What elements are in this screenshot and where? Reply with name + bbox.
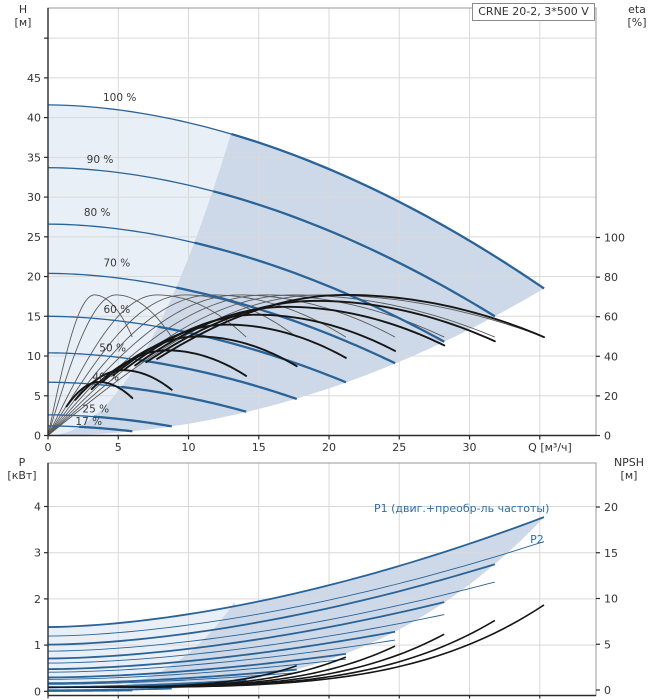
npsh-axis-name: NPSH — [613, 456, 645, 469]
npsh-tick-label-20: 20 — [604, 501, 618, 514]
q-tick-label-15: 15 — [252, 441, 266, 454]
pump-model-title-box: CRNE 20-2, 3*500 V — [472, 3, 595, 21]
power-curves — [47, 516, 545, 692]
fill-regions — [48, 104, 545, 692]
eta-tick-label-60: 60 — [604, 311, 618, 324]
q-tick-label-5: 5 — [115, 441, 122, 454]
p1-curve-70 — [47, 630, 396, 671]
p-tick-label-0: 0 — [34, 685, 41, 698]
speed-label-25: 25 % — [82, 403, 109, 415]
axes-and-borders — [44, 7, 600, 699]
qh-curve-bold-17 — [79, 425, 133, 433]
speed-label-80: 80 % — [84, 207, 111, 219]
speed-label-60: 60 % — [104, 304, 131, 316]
npsh-tick-label-0: 0 — [604, 684, 611, 697]
qh-curve-bold-40 — [121, 385, 247, 413]
eta-tick-label-40: 40 — [604, 350, 618, 363]
eta-curve-bold-40 — [90, 349, 248, 391]
h-axis-unit: [м] — [14, 16, 32, 29]
h-tick-label-35: 35 — [27, 151, 41, 164]
qh-curve-bold-90 — [213, 190, 496, 318]
qh-curve-bold-50 — [139, 359, 298, 401]
q-tick-label-25: 25 — [392, 441, 406, 454]
eta-curve-bold-80 — [134, 305, 446, 367]
qh-curve-bold-25 — [93, 415, 172, 428]
p2-curve-90 — [47, 581, 495, 652]
efficiency-curves-bold — [65, 293, 545, 408]
npsh-axis-label: NPSH [м] — [604, 456, 654, 482]
speed-label-90: 90 % — [87, 154, 114, 166]
eta-tick-label-0: 0 — [604, 430, 611, 443]
eta-curve-bold-17 — [65, 381, 134, 408]
q-axis-label: Q [м³/ч] — [528, 441, 572, 454]
p1-curve-label: P1 (двиг.+преобр-ль частоты) — [374, 502, 550, 515]
p-tick-label-3: 3 — [34, 547, 41, 560]
h-tick-label-0: 0 — [34, 430, 41, 443]
eta-curve-thin-60 — [47, 294, 347, 436]
p-tick-label-2: 2 — [34, 593, 41, 606]
power-duty-fill — [48, 517, 545, 692]
p2-curve-80 — [47, 614, 445, 664]
h-axis-name: H — [18, 3, 28, 16]
p-tick-label-4: 4 — [34, 501, 41, 514]
eta-curve-thin-25 — [47, 294, 173, 436]
h-tick-label-30: 30 — [27, 191, 41, 204]
speed-label-17: 17 % — [75, 416, 102, 428]
h-tick-label-10: 10 — [27, 350, 41, 363]
qh-curve-bold-80 — [194, 241, 445, 343]
h-tick-label-20: 20 — [27, 271, 41, 284]
h-tick-label-5: 5 — [34, 390, 41, 403]
npsh-tick-label-5: 5 — [604, 638, 611, 651]
h-tick-label-45: 45 — [27, 72, 41, 85]
eta-tick-label-100: 100 — [604, 232, 625, 245]
eta-curve-thin-17 — [47, 294, 133, 436]
qh-curve-bold-70 — [176, 286, 396, 365]
speed-label-100: 100 % — [103, 92, 136, 104]
q-tick-label-10: 10 — [182, 441, 196, 454]
eta-axis-label: eta [%] — [618, 3, 656, 29]
p1-curve-17 — [48, 689, 133, 692]
npsh-tick-label-10: 10 — [604, 593, 618, 606]
p-axis-unit: [кВт] — [7, 469, 37, 482]
p2-curve-50 — [47, 672, 297, 685]
p1-curve-90 — [47, 563, 496, 646]
h-axis-label: H [м] — [5, 3, 41, 29]
q-tick-label-0: 0 — [45, 441, 52, 454]
eta-tick-label-20: 20 — [604, 390, 618, 403]
p-axis-label: P [кВт] — [3, 456, 41, 482]
duty-range-fill — [48, 132, 545, 436]
npsh-tick-label-15: 15 — [604, 547, 618, 560]
h-tick-label-15: 15 — [27, 310, 41, 323]
p2-curve-70 — [47, 639, 396, 673]
npsh-axis-unit: [м] — [620, 469, 638, 482]
eta-axis-unit: [%] — [627, 16, 647, 29]
p1-curve-80 — [47, 601, 445, 660]
p-tick-label-1: 1 — [34, 639, 41, 652]
npsh-curve-50 — [48, 664, 297, 689]
q-tick-label-20: 20 — [322, 441, 336, 454]
eta-tick-label-80: 80 — [604, 271, 618, 284]
eta-curve-thin-40 — [47, 294, 247, 436]
eta-axis-name: eta — [628, 3, 646, 16]
h-tick-label-25: 25 — [27, 231, 41, 244]
p2-curve-label: P2 — [530, 533, 544, 546]
eta-curve-bold-70 — [123, 313, 397, 371]
tick-labels: 0 5 10 15 20 25 300510152025303540450204060801… — [27, 72, 625, 698]
p2-curve-60 — [47, 658, 346, 680]
speed-label-50: 50 % — [99, 342, 126, 354]
eta-curve-bold-90 — [145, 299, 496, 364]
h-tick-label-40: 40 — [27, 112, 41, 125]
q-tick-label-30: 30 — [463, 441, 477, 454]
p-axis-name: P — [18, 456, 26, 469]
speed-label-70: 70 % — [104, 257, 131, 269]
npsh-curves — [48, 604, 545, 689]
p2-curve-100 — [47, 541, 545, 637]
p1-curve-50 — [47, 668, 297, 685]
qh-curve-bold-100 — [231, 132, 545, 290]
p1-curve-60 — [47, 652, 347, 679]
p1-curve-100 — [47, 516, 545, 628]
speed-label-40: 40 % — [92, 372, 119, 384]
